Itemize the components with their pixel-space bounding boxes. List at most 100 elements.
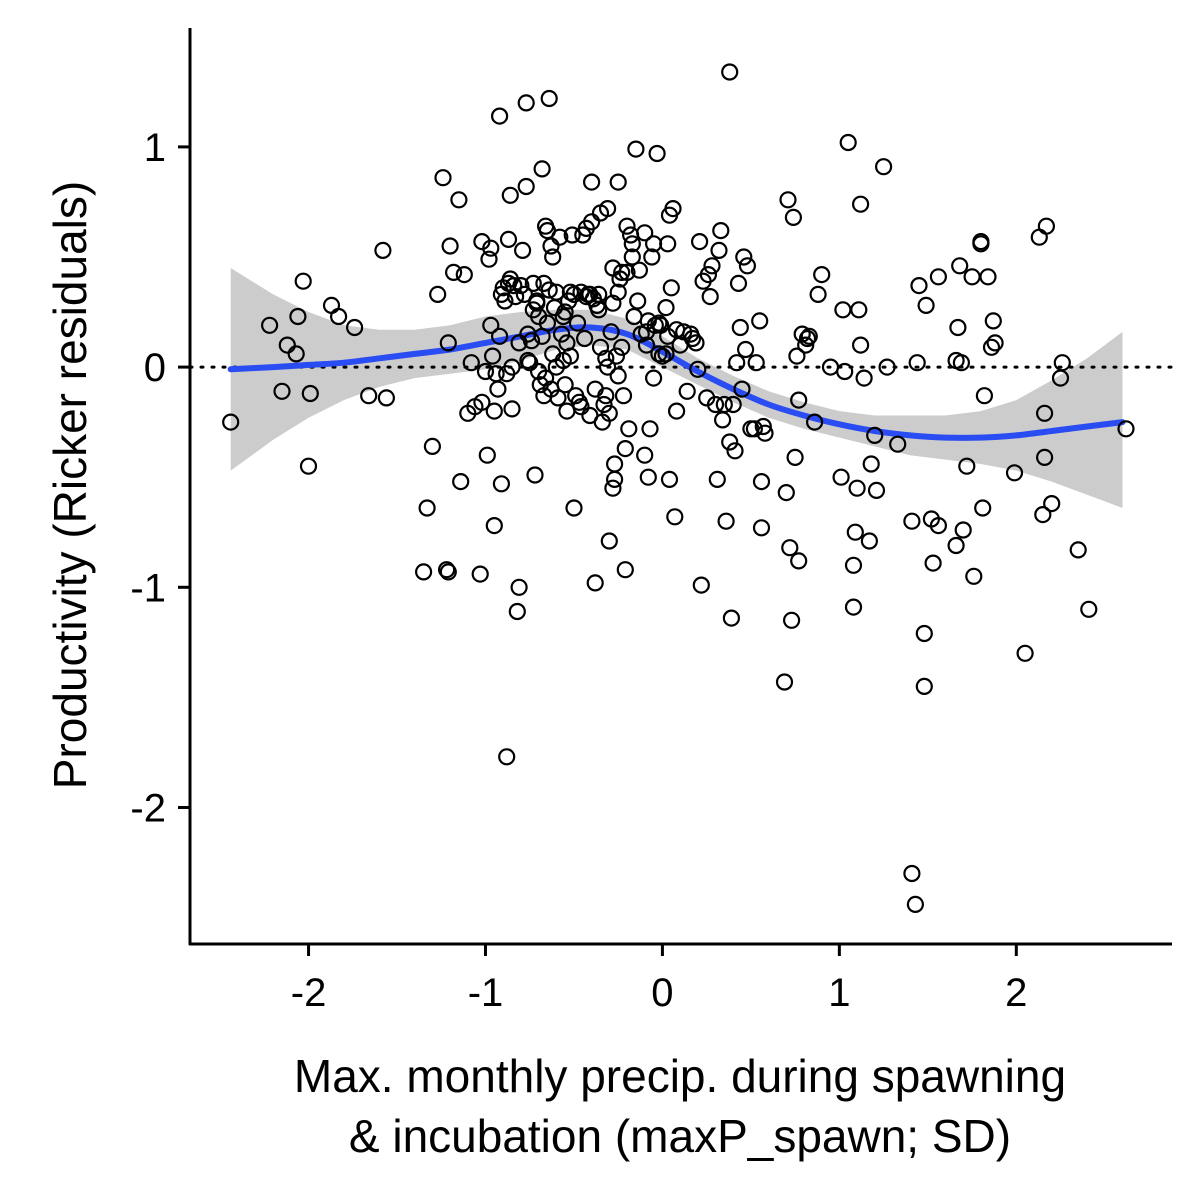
data-point xyxy=(480,250,498,268)
data-point xyxy=(965,567,983,585)
data-point xyxy=(577,288,595,306)
data-point xyxy=(724,395,742,414)
data-point xyxy=(508,602,526,621)
data-point xyxy=(540,281,558,299)
data-point xyxy=(438,561,456,579)
data-point xyxy=(278,336,296,354)
smooth-curve xyxy=(227,324,1126,441)
data-point xyxy=(813,266,831,284)
data-point xyxy=(549,389,567,407)
data-point xyxy=(377,389,395,407)
data-point xyxy=(844,556,863,574)
data-point xyxy=(866,426,884,444)
data-point xyxy=(683,329,702,348)
data-point xyxy=(878,358,896,376)
data-point xyxy=(441,237,459,255)
data-point xyxy=(623,235,641,253)
data-point xyxy=(832,468,850,486)
data-point xyxy=(790,552,808,570)
data-point xyxy=(561,347,580,365)
data-point xyxy=(639,468,657,486)
data-point xyxy=(261,316,279,334)
data-point xyxy=(499,230,518,248)
data-point xyxy=(846,523,864,541)
data-point xyxy=(519,351,537,370)
data-point xyxy=(503,358,521,376)
data-point xyxy=(522,332,541,350)
data-point xyxy=(851,195,870,213)
data-point xyxy=(777,484,795,502)
data-point xyxy=(666,508,684,526)
data-point xyxy=(616,561,634,579)
data-point xyxy=(600,404,618,422)
data-point xyxy=(478,446,496,464)
data-point xyxy=(775,673,794,691)
data-point xyxy=(1005,464,1024,482)
data-point xyxy=(604,259,622,277)
data-point xyxy=(445,263,463,281)
data-point xyxy=(867,481,886,499)
data-point xyxy=(273,382,291,400)
data-point xyxy=(644,369,663,387)
data-point xyxy=(747,354,765,372)
data-point xyxy=(597,349,615,367)
data-point xyxy=(506,288,525,306)
data-point xyxy=(452,473,470,491)
data-point xyxy=(733,380,751,398)
data-point xyxy=(512,277,530,295)
data-point xyxy=(301,384,319,403)
data-point xyxy=(722,609,741,627)
data-point xyxy=(972,235,990,253)
data-point xyxy=(287,345,305,363)
data-point xyxy=(855,369,873,387)
data-point xyxy=(660,470,679,488)
data-point xyxy=(678,382,696,400)
data-point xyxy=(703,257,721,275)
data-point xyxy=(781,539,799,557)
data-point xyxy=(598,200,617,218)
data-point xyxy=(322,296,341,314)
data-point xyxy=(958,457,976,475)
data-point xyxy=(482,316,500,334)
data-point xyxy=(752,519,771,537)
data-point xyxy=(517,177,535,196)
data-point xyxy=(544,248,562,266)
data-point xyxy=(952,354,971,372)
data-point xyxy=(501,186,519,204)
data-point xyxy=(903,864,921,883)
data-point xyxy=(1053,354,1071,372)
data-point xyxy=(790,391,808,409)
data-point xyxy=(706,395,725,414)
data-point xyxy=(906,895,925,914)
data-point xyxy=(439,334,457,352)
data-point xyxy=(609,367,627,385)
data-point xyxy=(793,325,811,343)
data-points-layer xyxy=(222,63,1135,914)
x-axis-title-line-2: & incubation (maxP_spawn; SD) xyxy=(349,1110,1011,1162)
data-point xyxy=(726,442,744,460)
data-point xyxy=(699,266,718,284)
data-point xyxy=(636,224,654,242)
data-point xyxy=(889,435,907,453)
y-tick-label: -1 xyxy=(130,566,166,610)
data-point xyxy=(299,457,318,475)
data-point xyxy=(489,380,507,398)
data-point xyxy=(1030,228,1048,246)
x-tick-label: 0 xyxy=(651,971,673,1015)
data-point xyxy=(476,362,495,381)
data-point xyxy=(1117,420,1135,438)
data-point xyxy=(330,307,348,326)
data-point xyxy=(602,323,620,341)
data-point xyxy=(784,208,803,226)
data-point xyxy=(630,261,649,279)
data-point xyxy=(949,318,967,337)
axes-layer: -2 -1 0 1 2 -2 -1 0 1 xyxy=(130,28,1172,1015)
data-point xyxy=(491,107,509,125)
data-point xyxy=(692,576,710,594)
data-point xyxy=(903,512,921,530)
data-point xyxy=(521,354,539,372)
data-point xyxy=(471,565,489,583)
y-tick-label: 0 xyxy=(144,346,166,390)
data-point xyxy=(712,222,730,240)
data-point xyxy=(839,133,857,152)
